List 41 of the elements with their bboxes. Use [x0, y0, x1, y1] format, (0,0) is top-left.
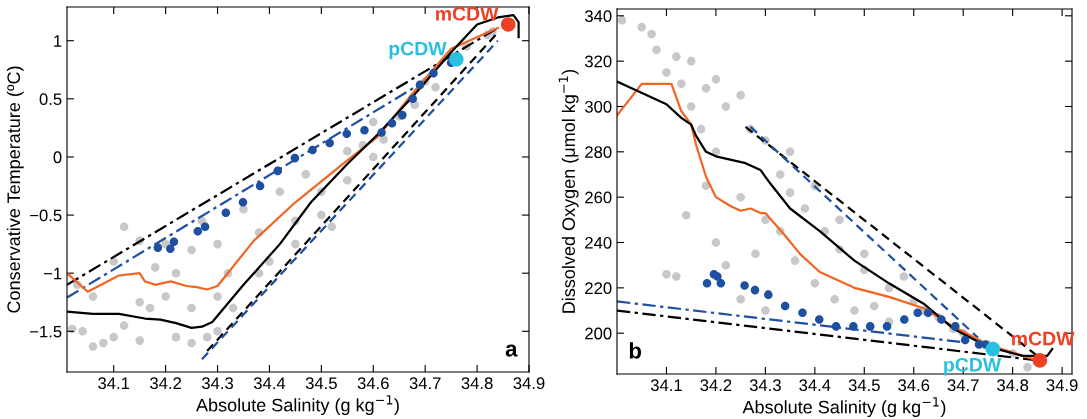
x-tick-label: 34.3	[749, 379, 781, 392]
x-tick-label: 34.9	[513, 377, 545, 390]
x-tick-label: 34.8	[997, 379, 1029, 392]
y-tick-label: 0	[53, 151, 62, 164]
x-tick-label: 34.6	[898, 379, 930, 392]
series-label: mCDW	[436, 6, 499, 21]
y-tick-label: 340	[584, 10, 612, 22]
x-tick-label: 34.4	[799, 379, 831, 392]
y-tick-label: 220	[585, 282, 612, 295]
y-tick-label: 200	[585, 327, 612, 340]
y-axis-title: Conservative Temperature (ºC)	[6, 66, 24, 313]
x-tick-label: 34.1	[650, 379, 682, 392]
y-tick-label: 280	[585, 146, 612, 159]
x-axis-title: Absolute Salinity (g kg$^{−1}$)	[742, 397, 946, 418]
x-tick-label: 34.5	[305, 377, 337, 390]
annotation: b	[629, 342, 642, 359]
x-tick-label: 34.3	[201, 377, 234, 390]
y-axis-title: Dissolved Oxygen (μmol kg$^{−1}$)	[558, 69, 579, 313]
series-label: pCDW	[389, 41, 447, 60]
x-tick-label: 34.8	[461, 377, 493, 390]
y-tick-label: 320	[584, 55, 612, 68]
x-axis-title: Absolute Salinity (g kg$^{−1}$)	[196, 395, 399, 416]
x-tick-label: 34.7	[409, 377, 441, 390]
y-tick-label: 300	[584, 100, 612, 113]
y-tick-label: −1	[43, 267, 62, 280]
x-tick-label: 34.2	[700, 379, 732, 392]
y-tick-label: 1	[54, 35, 62, 47]
annotation: a	[505, 344, 518, 357]
y-tick-label: −1.5	[30, 325, 62, 338]
y-tick-label: 260	[585, 191, 612, 204]
x-tick-label: 34.1	[98, 377, 130, 390]
x-tick-label: 34.4	[253, 377, 286, 390]
x-tick-label: 34.2	[150, 377, 182, 390]
series-label: pCDW	[944, 357, 1002, 376]
y-tick-label: 0.5	[39, 93, 62, 106]
x-tick-label: 34.9	[1046, 379, 1078, 392]
x-tick-label: 34.7	[947, 379, 979, 392]
x-tick-label: 34.6	[357, 377, 389, 390]
y-tick-label: −0.5	[30, 209, 62, 222]
x-tick-label: 34.5	[848, 379, 880, 392]
y-tick-label: 240	[585, 236, 612, 249]
